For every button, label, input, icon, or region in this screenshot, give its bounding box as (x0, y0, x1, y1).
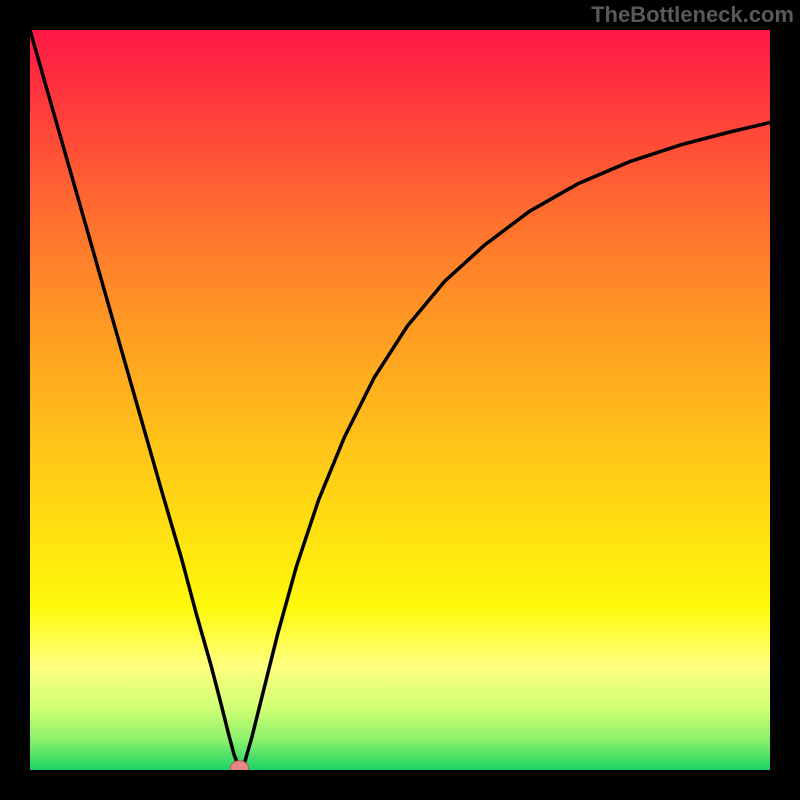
chart-frame: TheBottleneck.com (0, 0, 800, 800)
watermark-text: TheBottleneck.com (591, 2, 794, 28)
bottleneck-curve (30, 30, 770, 768)
minimum-marker (230, 761, 248, 770)
curve-layer (30, 30, 770, 770)
plot-area (30, 30, 770, 770)
